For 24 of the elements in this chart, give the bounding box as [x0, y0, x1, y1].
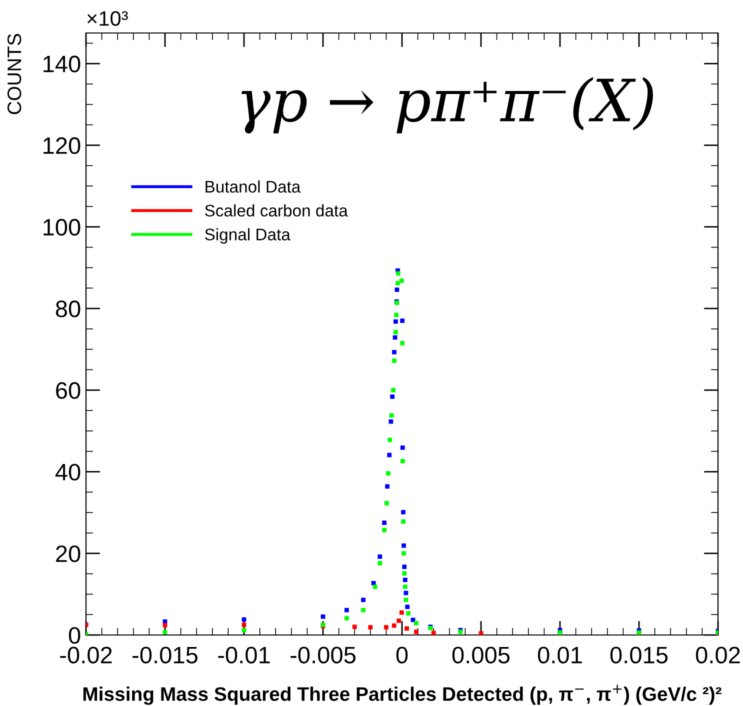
x-tick-label: -0.015 [132, 646, 198, 664]
legend-label: Butanol Data [206, 180, 301, 193]
x-axis-title: Missing Mass Squared Three Particles Detected (p, π$^{−}$, π$^{+}$) (GeV/c ²)² [83, 684, 722, 705]
x-tick-label: 0.005 [452, 646, 510, 664]
legend-label: Signal Data [205, 228, 290, 244]
x-tick-label: -0.005 [290, 646, 356, 664]
y-tick-label: 140 [44, 56, 80, 72]
y-tick-label: 60 [56, 382, 80, 399]
y-tick-label: 40 [55, 464, 80, 481]
y-tick-label: 100 [44, 218, 80, 236]
y-axis-title: COUNTS [7, 34, 22, 114]
text: ×10³ [87, 11, 128, 26]
x-tick-label: 0 [396, 646, 408, 664]
y-tick-label: 80 [56, 300, 80, 318]
y-tick-label: 0 [68, 627, 80, 644]
text: γp → pπ⁺π⁻(X) [241, 76, 653, 134]
x-tick-label: -0.02 [60, 646, 112, 664]
y-tick-label: 20 [56, 545, 80, 562]
x-tick-label: -0.01 [218, 646, 270, 664]
x-tick-label: 0.01 [538, 646, 582, 664]
legend-label: Scaled carbon data [205, 204, 348, 217]
x-tick-label: 0.015 [610, 646, 668, 664]
y-tick-label: 120 [44, 137, 80, 154]
x-tick-label: 0.02 [696, 646, 740, 664]
